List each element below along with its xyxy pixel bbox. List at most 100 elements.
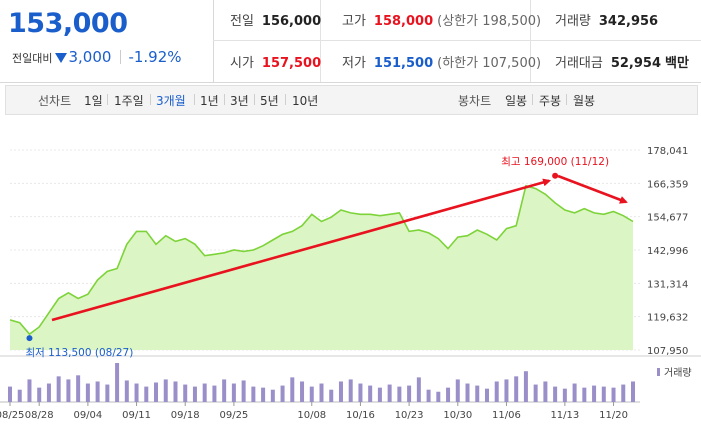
volume-bar	[562, 388, 567, 402]
candle-weekly[interactable]: 주봉	[539, 94, 562, 108]
prev-close: 전일 156,000	[230, 10, 321, 29]
high: 고가 158,000 (상한가 198,500)	[342, 10, 541, 29]
x-tick-label: 10/30	[443, 410, 472, 421]
volume-bar	[144, 386, 149, 402]
period-5y[interactable]: 5년	[260, 94, 279, 108]
change-percent: -1.92%	[128, 48, 182, 66]
volume-bar	[134, 383, 139, 402]
volume-bar	[572, 383, 577, 402]
period-1d[interactable]: 1일	[84, 94, 103, 108]
volume-bar	[407, 385, 412, 402]
y-tick-label: 166,359	[647, 179, 688, 190]
volume-bar	[377, 387, 382, 402]
volume-bar	[348, 379, 353, 402]
volume-bar	[105, 384, 110, 402]
volume-bar	[202, 383, 207, 402]
volume-bar	[280, 385, 285, 402]
candle-daily[interactable]: 일봉	[505, 94, 528, 108]
upper-limit: (상한가 198,500)	[437, 14, 542, 29]
volume-bar	[212, 385, 217, 402]
volume-bar	[611, 387, 616, 402]
low-value: 151,500	[373, 56, 434, 71]
x-tick-label: 10/23	[395, 410, 424, 421]
period-3y[interactable]: 3년	[230, 94, 249, 108]
divider	[254, 94, 255, 105]
volume-bar	[416, 377, 421, 402]
divider	[150, 94, 151, 105]
volume-bar	[300, 381, 305, 402]
volume-bar	[27, 379, 32, 402]
max-label: 최고 169,000 (11/12)	[501, 156, 609, 168]
min-label: 최저 113,500 (08/27)	[25, 347, 133, 359]
volume-bar	[37, 387, 42, 402]
trend-down-arrow	[557, 174, 628, 204]
x-tick-label: 11/06	[492, 410, 521, 421]
divider	[213, 40, 701, 41]
change-value: 3,000	[68, 48, 112, 66]
candle-monthly[interactable]: 월봉	[573, 94, 596, 108]
quote-panel: 153,000 전일대비 3,000 -1.92% 전일 156,000 고가 158,…	[0, 0, 701, 83]
x-tick-label: 08/28	[25, 410, 54, 421]
divider	[320, 0, 321, 82]
period-1w[interactable]: 1주일	[114, 94, 144, 108]
volume-bar	[484, 388, 489, 402]
min-marker	[26, 335, 33, 342]
volume-bar	[173, 381, 178, 402]
volume-bar	[95, 381, 100, 402]
volume-bar	[192, 386, 197, 402]
open-label: 시가	[230, 56, 254, 71]
period-3m[interactable]: 3개월	[156, 94, 186, 108]
low-label: 저가	[342, 56, 366, 71]
volume-bar	[329, 389, 334, 402]
y-tick-label: 131,314	[647, 279, 688, 290]
price-chart: 거래량 178,041166,359154,677142,996131,3141…	[0, 146, 701, 421]
volume-bar	[465, 383, 470, 402]
volume-bar	[115, 363, 120, 402]
volume-legend-swatch	[657, 368, 660, 376]
volume-bar	[124, 380, 129, 402]
volume-bar	[251, 386, 256, 402]
volume-bar	[76, 375, 81, 402]
volume-label: 거래량	[555, 14, 591, 29]
x-tick-label: 09/18	[171, 410, 200, 421]
volume-bar	[514, 376, 519, 402]
x-tick-label: 10/08	[297, 410, 326, 421]
volume-bar	[183, 384, 188, 402]
candle-chart-label: 봉차트	[458, 94, 492, 108]
volume-bar	[270, 389, 275, 402]
y-tick-label: 142,996	[647, 246, 688, 257]
volume-bar	[621, 384, 626, 402]
volume-bar	[494, 381, 499, 402]
divider	[566, 94, 567, 105]
high-value: 158,000	[373, 14, 434, 29]
period-1y[interactable]: 1년	[200, 94, 219, 108]
trend-up-arrow	[51, 178, 552, 322]
volume: 거래량 342,956	[555, 10, 658, 29]
x-tick-label: 09/11	[122, 410, 151, 421]
prev-close-label: 전일	[230, 14, 254, 29]
volume-bar	[523, 371, 528, 402]
price-box: 153,000 전일대비 3,000 -1.92%	[0, 0, 214, 82]
volume-bars: 거래량	[8, 363, 692, 402]
divider	[532, 94, 533, 105]
current-price: 153,000	[8, 8, 128, 39]
period-10y[interactable]: 10년	[292, 94, 319, 108]
volume-bar	[387, 384, 392, 402]
down-triangle-icon	[55, 53, 68, 63]
amount-value: 52,954	[610, 56, 662, 71]
volume-bar	[504, 379, 509, 402]
divider	[224, 94, 225, 105]
volume-bar	[56, 376, 61, 402]
x-tick-label: 08/25	[0, 410, 24, 421]
volume-bar	[446, 387, 451, 402]
volume-value: 342,956	[598, 14, 659, 29]
divider	[107, 94, 108, 105]
lower-limit: (하한가 107,500)	[437, 56, 542, 71]
volume-legend-label: 거래량	[664, 367, 692, 379]
volume-bar	[66, 379, 71, 402]
price-area	[10, 185, 633, 350]
x-tick-label: 09/04	[73, 410, 102, 421]
x-tick-label: 11/20	[599, 410, 628, 421]
x-tick-label: 09/25	[219, 410, 248, 421]
y-tick-label: 178,041	[647, 146, 688, 157]
